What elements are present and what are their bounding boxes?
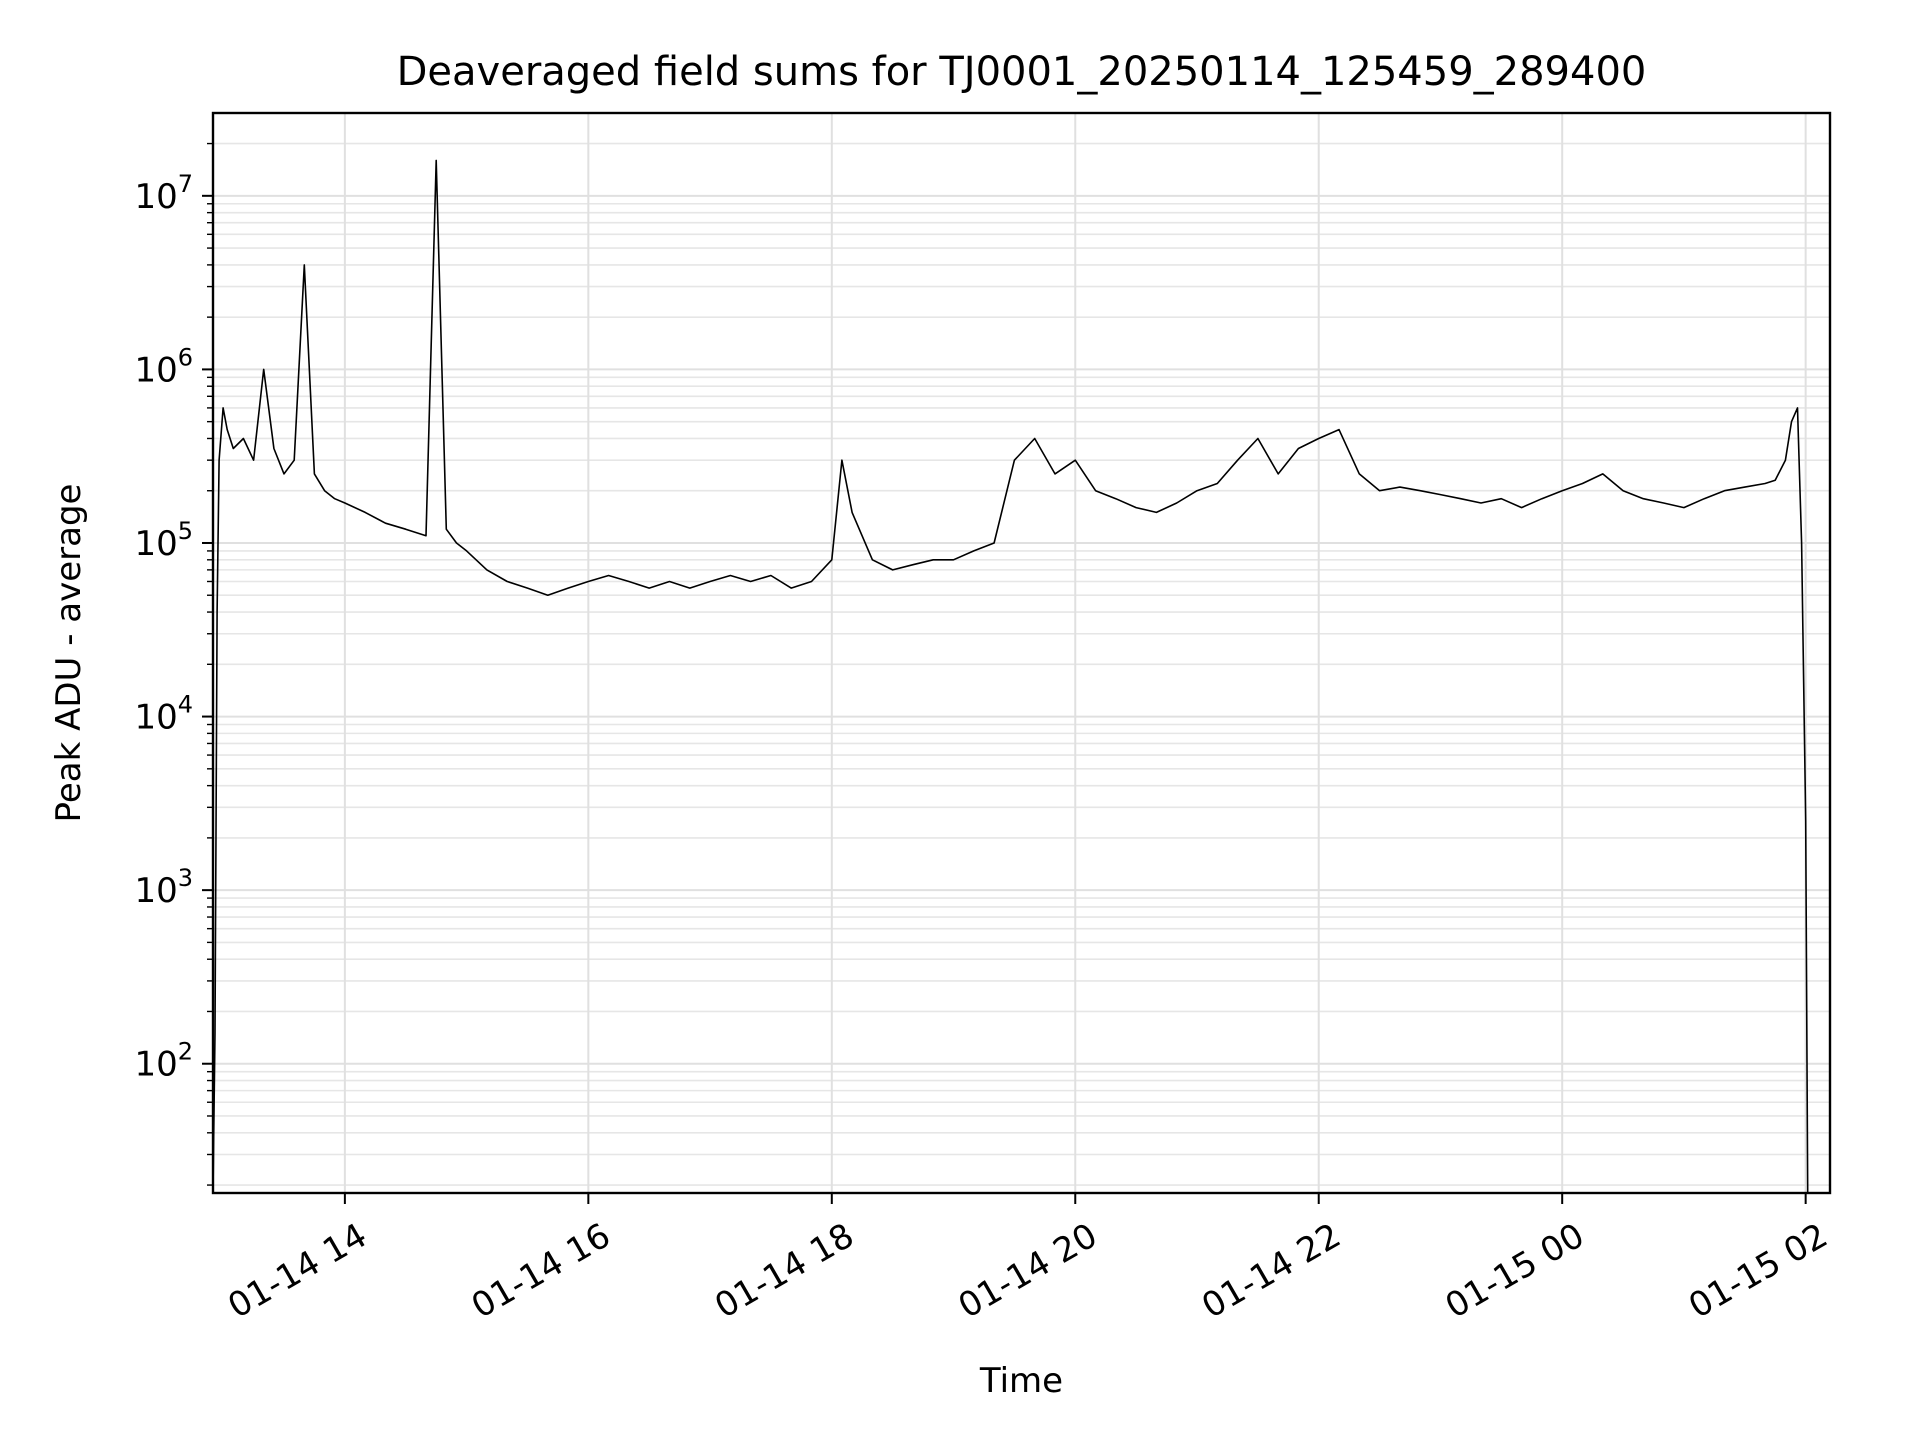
chart-title: Deaveraged field sums for TJ0001_2025011… xyxy=(397,49,1647,95)
plot-frame xyxy=(211,111,1832,1195)
y-tick-label: 107 xyxy=(134,170,193,217)
y-tick-label: 102 xyxy=(134,1038,193,1085)
series-layer xyxy=(212,159,1809,1194)
y-tick-label: 104 xyxy=(134,691,193,738)
y-tick-label: 106 xyxy=(134,343,193,390)
series-line xyxy=(212,159,1809,1194)
y-axis-label: Peak ADU - average xyxy=(49,484,89,823)
y-tick-label: 105 xyxy=(134,517,193,564)
y-tick-label: 103 xyxy=(134,864,193,911)
x-axis-label: Time xyxy=(979,1361,1063,1401)
grid xyxy=(213,113,1830,1193)
